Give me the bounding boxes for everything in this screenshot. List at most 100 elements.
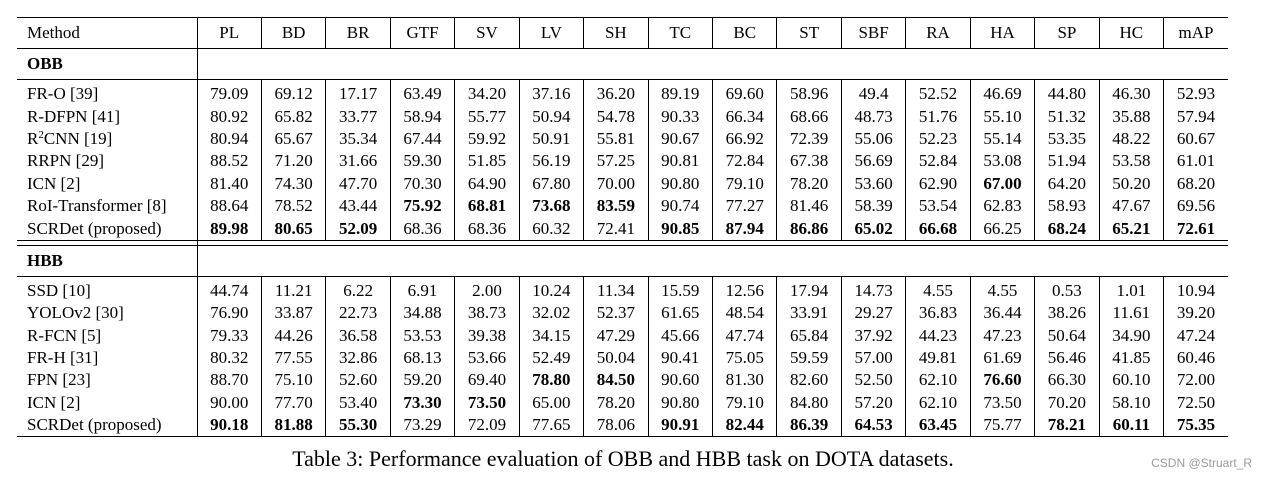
column-header-sp: SP xyxy=(1034,17,1100,49)
gap-cell xyxy=(196,240,1228,246)
column-header-method: Method xyxy=(17,17,197,49)
value-cell-map: 69.56 xyxy=(1163,194,1228,218)
value-cell-map: 47.24 xyxy=(1163,324,1228,347)
section-filler xyxy=(196,48,1228,80)
value-cell-sv: 59.92 xyxy=(454,127,520,151)
value-cell-ha: 55.14 xyxy=(969,127,1035,151)
column-header-tc: TC xyxy=(647,17,713,49)
method-name: R-FCN [5] xyxy=(27,325,102,345)
value-cell-sbf: 57.00 xyxy=(840,346,906,370)
value-cell-sp: 68.24 xyxy=(1034,217,1100,241)
table-row: SCRDet (proposed) 90.18 81.88 55.30 73.29 72.… xyxy=(17,414,1228,438)
value-cell-sv: 72.09 xyxy=(454,414,520,438)
method-name: ICN [2] xyxy=(27,392,81,412)
value-cell-pl: 80.32 xyxy=(196,346,262,370)
value-cell-br: 43.44 xyxy=(325,194,391,218)
value-cell-br: 32.86 xyxy=(325,346,391,370)
value-cell-ha: 73.50 xyxy=(969,391,1035,415)
method-name-part: CNN [19] xyxy=(43,128,113,148)
value-cell-sbf: 64.53 xyxy=(840,414,906,438)
value-cell-st: 58.96 xyxy=(776,79,842,106)
value-cell-pl: 79.33 xyxy=(196,324,262,347)
value-cell-bd: 71.20 xyxy=(260,150,326,173)
column-header-sv: SV xyxy=(454,17,520,49)
value-cell-bd: 65.82 xyxy=(260,105,326,128)
value-cell-st: 81.46 xyxy=(776,194,842,218)
method-name: YOLOv2 [30] xyxy=(27,303,124,323)
value-cell-sbf: 65.02 xyxy=(840,217,906,241)
value-cell-gtf: 70.30 xyxy=(389,172,455,195)
table-row: R2CNN [19] 80.94 65.67 35.34 67.44 59.92 50.91… xyxy=(17,127,1228,151)
value-cell-sbf: 37.92 xyxy=(840,324,906,347)
value-cell-ra: 63.45 xyxy=(905,414,971,438)
value-cell-sv: 68.81 xyxy=(454,194,520,218)
value-cell-pl: 44.74 xyxy=(196,276,262,303)
value-cell-sp: 50.64 xyxy=(1034,324,1100,347)
value-cell-sh: 52.37 xyxy=(583,302,649,325)
value-cell-st: 78.20 xyxy=(776,172,842,195)
value-cell-sv: 53.66 xyxy=(454,346,520,370)
value-cell-map: 75.35 xyxy=(1163,414,1228,438)
value-cell-map: 68.20 xyxy=(1163,172,1228,195)
value-cell-gtf: 68.13 xyxy=(389,346,455,370)
value-cell-ha: 46.69 xyxy=(969,79,1035,106)
table-caption: Table 3: Performance evaluation of OBB a… xyxy=(292,446,954,471)
value-cell-gtf: 6.91 xyxy=(389,276,455,303)
value-cell-bd: 11.21 xyxy=(260,276,326,303)
value-cell-hc: 35.88 xyxy=(1098,105,1164,128)
value-cell-tc: 90.80 xyxy=(647,172,713,195)
header-row: Method PL BD BR GTF SV LV SH TC BC ST SBF RA HA SP HC mA… xyxy=(17,17,1228,49)
value-cell-map: 72.61 xyxy=(1163,217,1228,241)
value-cell-hc: 11.61 xyxy=(1098,302,1164,325)
value-cell-tc: 45.66 xyxy=(647,324,713,347)
table-body: Method PL BD BR GTF SV LV SH TC BC ST SBF RA HA SP HC mA… xyxy=(17,17,1228,438)
value-cell-ra: 62.90 xyxy=(905,172,971,195)
value-cell-gtf: 75.92 xyxy=(389,194,455,218)
value-cell-hc: 41.85 xyxy=(1098,346,1164,370)
value-cell-map: 52.93 xyxy=(1163,79,1228,106)
column-header-lv: LV xyxy=(518,17,584,49)
value-cell-sp: 51.94 xyxy=(1034,150,1100,173)
watermark: CSDN @Struart_R xyxy=(1151,456,1252,470)
value-cell-map: 72.50 xyxy=(1163,391,1228,415)
value-cell-sv: 73.50 xyxy=(454,391,520,415)
value-cell-ra: 51.76 xyxy=(905,105,971,128)
value-cell-ra: 52.23 xyxy=(905,127,971,151)
table-row: R-DFPN [41] 80.92 65.82 33.77 58.94 55.77 50.9… xyxy=(17,105,1228,128)
value-cell-pl: 81.40 xyxy=(196,172,262,195)
value-cell-sh: 70.00 xyxy=(583,172,649,195)
value-cell-sbf: 29.27 xyxy=(840,302,906,325)
value-cell-lv: 56.19 xyxy=(518,150,584,173)
column-header-sh: SH xyxy=(583,17,649,49)
column-header-sbf: SBF xyxy=(840,17,906,49)
value-cell-tc: 90.80 xyxy=(647,391,713,415)
value-cell-ra: 4.55 xyxy=(905,276,971,303)
value-cell-sbf: 55.06 xyxy=(840,127,906,151)
value-cell-hc: 1.01 xyxy=(1098,276,1164,303)
value-cell-sv: 2.00 xyxy=(454,276,520,303)
method-name: SCRDet (proposed) xyxy=(17,414,197,438)
value-cell-pl: 88.64 xyxy=(196,194,262,218)
value-cell-bc: 82.44 xyxy=(711,414,777,438)
method-name: SSD [10] xyxy=(27,280,91,300)
value-cell-sp: 53.35 xyxy=(1034,127,1100,151)
value-cell-sv: 34.20 xyxy=(454,79,520,106)
value-cell-tc: 61.65 xyxy=(647,302,713,325)
value-cell-sp: 70.20 xyxy=(1034,391,1100,415)
results-table-container: Method PL BD BR GTF SV LV SH TC BC ST SBF RA HA SP HC mA… xyxy=(17,17,1228,438)
value-cell-sh: 78.06 xyxy=(583,414,649,438)
value-cell-tc: 90.67 xyxy=(647,127,713,151)
table-row: RoI-Transformer [8] 88.64 78.52 43.44 75.92 6… xyxy=(17,194,1228,218)
value-cell-pl: 89.98 xyxy=(196,217,262,241)
value-cell-ha: 67.00 xyxy=(969,172,1035,195)
value-cell-ha: 47.23 xyxy=(969,324,1035,347)
column-header-bc: BC xyxy=(711,17,777,49)
value-cell-sh: 83.59 xyxy=(583,194,649,218)
value-cell-br: 52.09 xyxy=(325,217,391,241)
value-cell-bc: 75.05 xyxy=(711,346,777,370)
value-cell-bc: 81.30 xyxy=(711,369,777,392)
value-cell-ra: 49.81 xyxy=(905,346,971,370)
value-cell-hc: 48.22 xyxy=(1098,127,1164,151)
method-name: R2CNN [19] xyxy=(17,128,197,150)
value-cell-sv: 64.90 xyxy=(454,172,520,195)
